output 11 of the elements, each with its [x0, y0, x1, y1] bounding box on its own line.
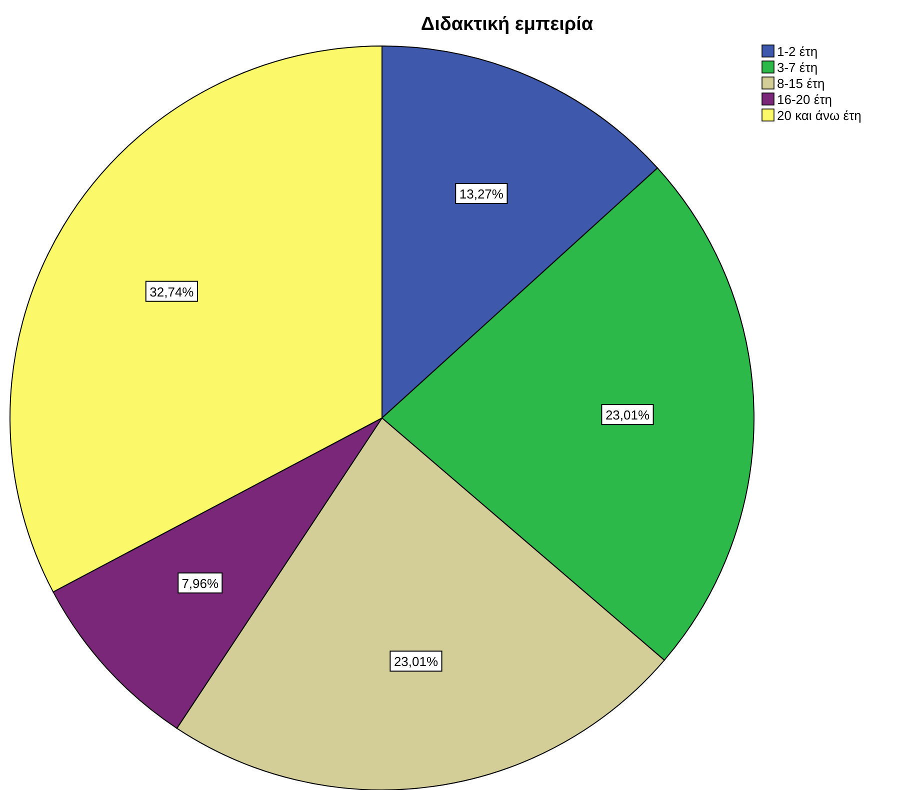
- legend-label: 1-2 έτη: [777, 44, 818, 59]
- legend-label: 3-7 έτη: [777, 60, 818, 75]
- legend-label: 16-20 έτη: [777, 92, 832, 107]
- chart-title: Διδακτική εμπειρία: [420, 14, 594, 35]
- legend-label: 20 και άνω έτη: [777, 108, 862, 123]
- data-label: 23,01%: [605, 408, 650, 423]
- data-label: 7,96%: [182, 576, 219, 591]
- legend-label: 8-15 έτη: [777, 76, 825, 91]
- data-label: 13,27%: [459, 186, 504, 202]
- data-label: 32,74%: [150, 284, 194, 300]
- data-label: 23,01%: [394, 654, 438, 670]
